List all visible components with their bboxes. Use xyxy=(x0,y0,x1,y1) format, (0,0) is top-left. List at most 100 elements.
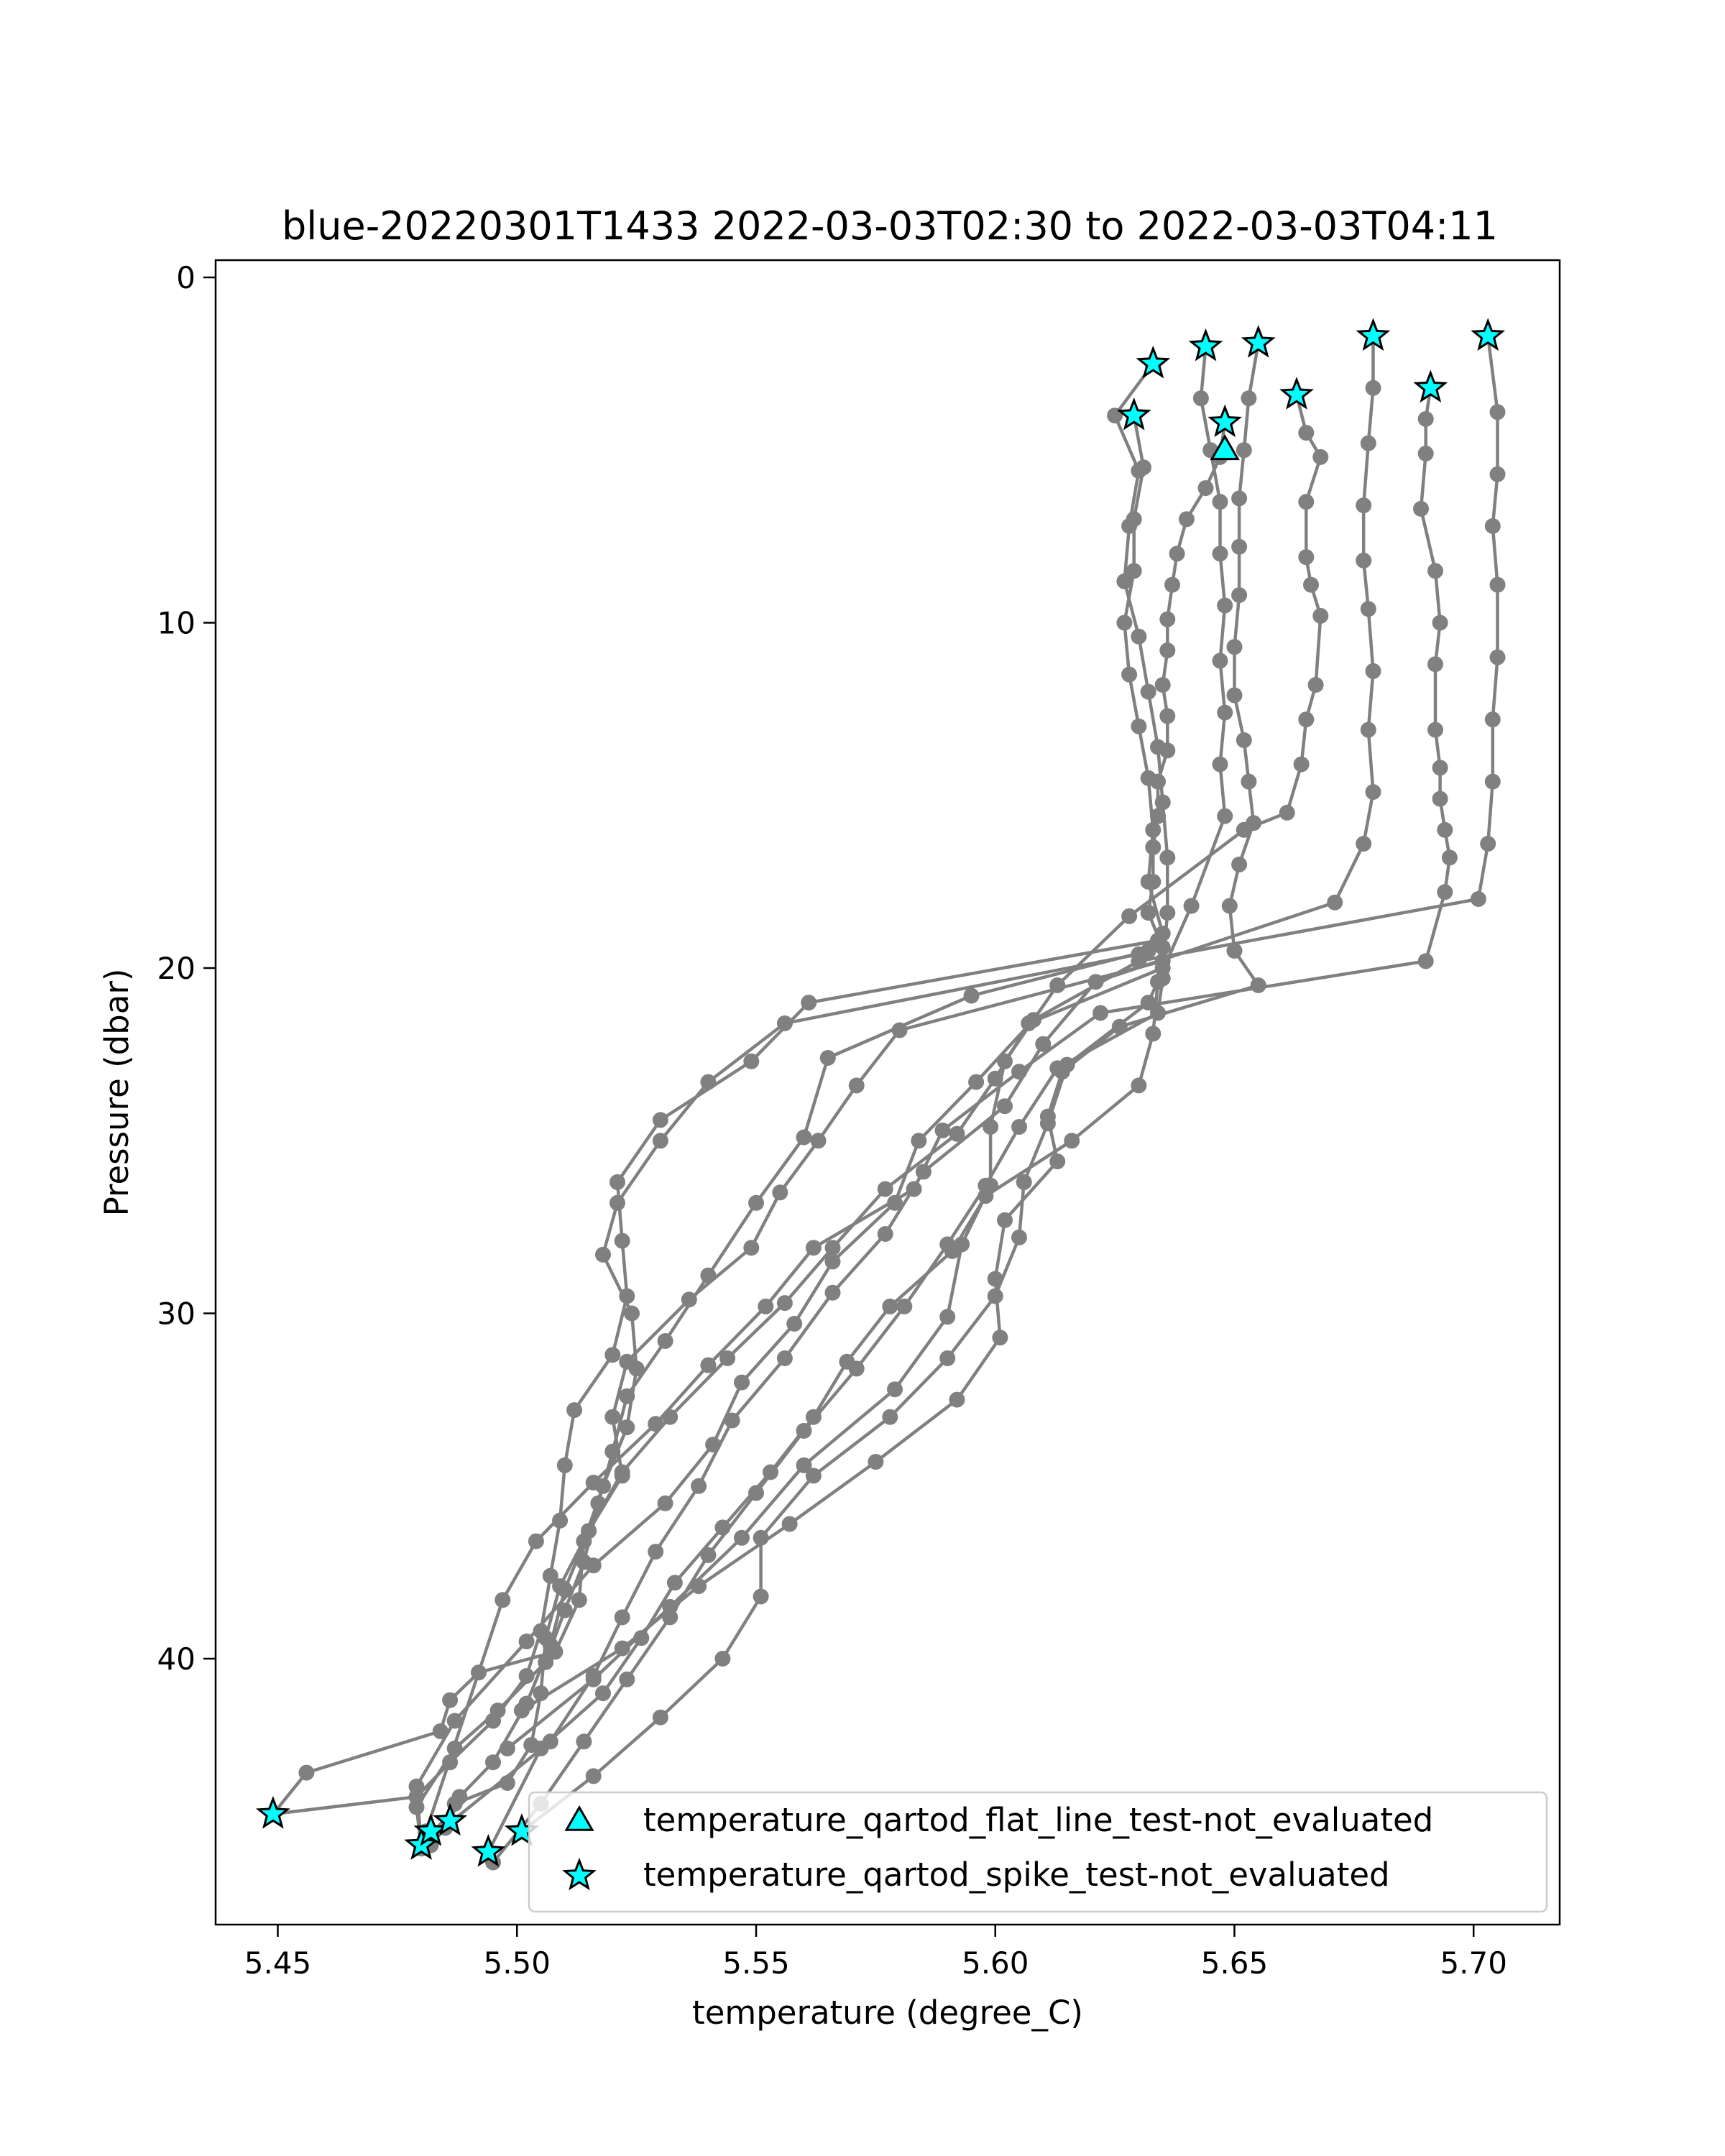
profile-point xyxy=(1217,704,1233,721)
profile-point xyxy=(691,1578,707,1595)
y-tick-label: 30 xyxy=(157,1296,196,1332)
profile-point xyxy=(590,1495,607,1511)
profile-point xyxy=(556,1602,573,1618)
profile-point xyxy=(1312,448,1329,465)
spike-flag-marker xyxy=(1356,318,1391,351)
profile-point xyxy=(542,1567,558,1584)
profile-point xyxy=(763,1464,778,1480)
profile-point xyxy=(714,1519,731,1536)
profile-line-6 xyxy=(520,346,1227,1833)
profile-point xyxy=(877,1181,893,1197)
profile-point xyxy=(1150,808,1166,824)
profile-point xyxy=(446,1713,463,1729)
x-axis-label: temperature (degree_C) xyxy=(692,1994,1083,2032)
profile-point xyxy=(1307,677,1324,693)
profile-point xyxy=(887,1381,903,1398)
profile-point xyxy=(939,1309,956,1325)
profile-point xyxy=(1298,425,1315,441)
profile-point xyxy=(891,1022,908,1038)
profile-point xyxy=(906,1181,922,1197)
profile-point xyxy=(949,1125,965,1142)
profile-point xyxy=(1116,614,1133,631)
spike-flag-marker xyxy=(1136,345,1171,379)
profile-point xyxy=(1021,1015,1037,1031)
profile-point xyxy=(896,1298,913,1314)
profile-point xyxy=(1298,711,1315,728)
profile-point xyxy=(1145,821,1162,838)
profile-point xyxy=(566,1402,583,1419)
profile-point xyxy=(915,1164,932,1180)
profile-point xyxy=(1480,836,1496,852)
profile-point xyxy=(796,1129,812,1146)
spike-flag-marker xyxy=(1471,318,1506,351)
profile-point xyxy=(887,1194,903,1211)
profile-point xyxy=(576,1554,592,1570)
profile-points xyxy=(264,328,1506,1871)
profile-point xyxy=(1217,808,1233,824)
profile-point xyxy=(1049,1060,1066,1077)
profile-point xyxy=(911,1133,927,1149)
profile-point xyxy=(1365,663,1381,679)
profile-point xyxy=(1087,974,1104,990)
profile-point xyxy=(1159,849,1176,866)
profile-point xyxy=(533,1623,549,1639)
profile-point xyxy=(748,1485,764,1501)
profile-point xyxy=(963,987,980,1004)
legend-star-icon xyxy=(562,1857,597,1891)
profile-point xyxy=(1327,894,1343,911)
profile-point xyxy=(652,1112,668,1128)
profile-point xyxy=(776,1015,793,1031)
profile-point xyxy=(1427,722,1443,738)
profile-point xyxy=(518,1695,535,1712)
legend-entry-flat-line: temperature_qartod_flat_line_test-not_ev… xyxy=(643,1801,1433,1839)
profile-point xyxy=(1293,756,1310,773)
profile-point xyxy=(595,1246,611,1263)
profile-point xyxy=(992,1330,1008,1346)
profile-point xyxy=(1159,642,1176,658)
profile-line-11 xyxy=(429,959,1164,1846)
profile-point xyxy=(877,1226,893,1242)
profile-point xyxy=(997,1053,1013,1069)
profile-point xyxy=(298,1764,315,1781)
profile-point xyxy=(1131,946,1147,962)
profile-point xyxy=(614,1640,630,1657)
profile-point xyxy=(1154,953,1171,969)
profile-point xyxy=(805,1240,822,1256)
profile-point xyxy=(1192,390,1209,407)
profile-point xyxy=(446,1740,463,1756)
profile-point xyxy=(1131,1077,1147,1094)
profile-point xyxy=(734,1529,750,1546)
profile-line-5 xyxy=(520,342,1260,1713)
profile-point xyxy=(968,1074,985,1090)
profile-point xyxy=(1092,1005,1109,1021)
profile-point xyxy=(1226,639,1243,655)
profile-point xyxy=(1121,518,1138,534)
profile-point xyxy=(657,1495,673,1511)
profile-point xyxy=(1489,466,1506,482)
profile-point xyxy=(1441,849,1458,866)
legend-box xyxy=(528,1791,1548,1913)
profile-point xyxy=(1432,791,1448,807)
profile-point xyxy=(1154,794,1171,811)
legend-entry-spike: temperature_qartod_spike_test-not_evalua… xyxy=(643,1856,1390,1894)
profile-line-8 xyxy=(487,415,1164,1853)
profile-point xyxy=(944,1243,960,1259)
profile-point xyxy=(1126,563,1142,579)
profile-point xyxy=(619,1671,635,1687)
profile-point xyxy=(997,1098,1013,1115)
y-axis: 0 10 20 30 40 xyxy=(157,260,216,1677)
profile-point xyxy=(595,1685,611,1702)
profile-point xyxy=(776,1295,793,1312)
profile-point xyxy=(753,1529,769,1546)
profile-point xyxy=(705,1437,722,1453)
profile-point xyxy=(485,1754,501,1771)
profile-point xyxy=(805,1409,822,1425)
profile-point xyxy=(485,1713,501,1729)
profile-point xyxy=(1150,1005,1166,1021)
profile-point xyxy=(1360,435,1376,451)
profile-point xyxy=(1011,1229,1027,1245)
profile-point xyxy=(571,1592,587,1608)
profile-point xyxy=(1231,856,1248,872)
profile-point xyxy=(610,1194,625,1211)
profile-point xyxy=(1140,770,1156,786)
